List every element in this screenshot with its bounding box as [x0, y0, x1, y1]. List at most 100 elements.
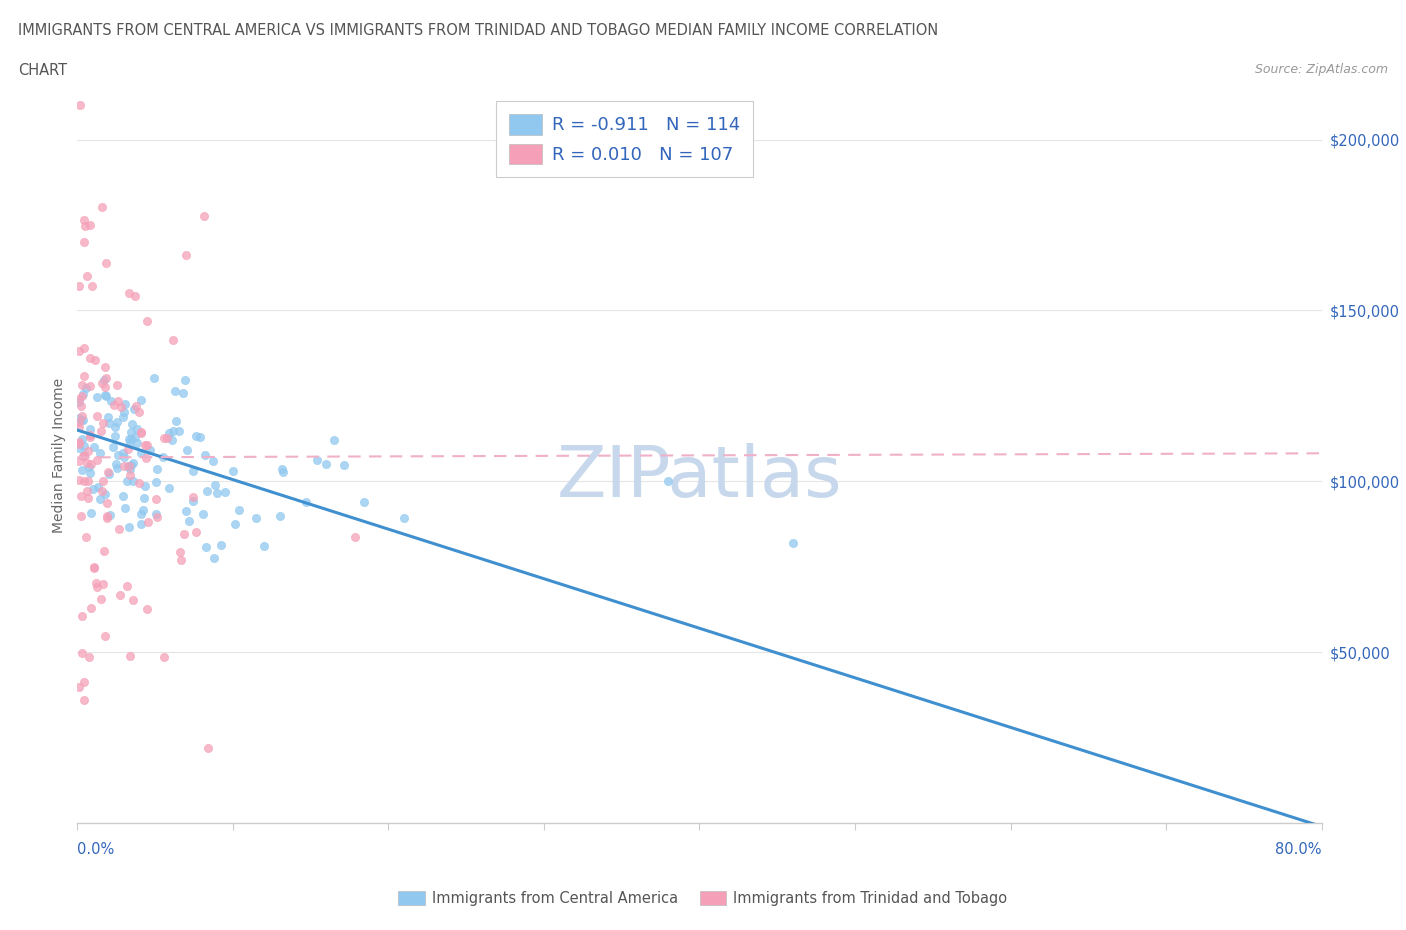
- Point: [125, 435, 148, 450]
- Point: [181, 489, 204, 504]
- Point: [139, 442, 162, 457]
- Point: [69, 441, 91, 456]
- Point: [305, 452, 328, 467]
- Point: [271, 465, 294, 480]
- Point: [105, 415, 128, 430]
- Point: [782, 536, 804, 551]
- Point: [73, 473, 96, 488]
- Point: [129, 507, 152, 522]
- Point: [72, 234, 94, 249]
- Point: [107, 394, 129, 409]
- Point: [135, 438, 157, 453]
- Point: [191, 507, 214, 522]
- Point: [392, 511, 415, 525]
- Point: [70, 378, 93, 392]
- Point: [67, 415, 90, 430]
- Point: [82, 482, 104, 497]
- Point: [122, 402, 145, 417]
- Point: [73, 340, 96, 355]
- Point: [97, 466, 120, 481]
- Text: IMMIGRANTS FROM CENTRAL AMERICA VS IMMIGRANTS FROM TRINIDAD AND TOBAGO MEDIAN FA: IMMIGRANTS FROM CENTRAL AMERICA VS IMMIG…: [18, 23, 939, 38]
- Point: [131, 426, 153, 441]
- Point: [143, 371, 166, 386]
- Point: [107, 447, 129, 462]
- Point: [67, 680, 90, 695]
- Point: [344, 530, 367, 545]
- Point: [167, 424, 190, 439]
- Point: [83, 561, 105, 576]
- Point: [91, 199, 114, 214]
- Point: [115, 578, 138, 593]
- Point: [156, 431, 179, 445]
- Point: [353, 495, 375, 510]
- Point: [77, 649, 100, 664]
- Point: [73, 448, 96, 463]
- Point: [245, 511, 267, 525]
- Point: [160, 432, 183, 447]
- Point: [91, 577, 114, 591]
- Y-axis label: Median Family Income: Median Family Income: [52, 379, 66, 533]
- Point: [70, 508, 93, 523]
- Point: [170, 553, 193, 568]
- Point: [70, 432, 93, 446]
- Point: [271, 462, 294, 477]
- Legend: R = -0.911   N = 114, R = 0.010   N = 107: R = -0.911 N = 114, R = 0.010 N = 107: [496, 101, 754, 177]
- Point: [70, 488, 93, 503]
- Point: [122, 592, 145, 607]
- Point: [90, 591, 112, 606]
- Point: [228, 502, 250, 517]
- Point: [131, 425, 153, 440]
- Point: [79, 459, 101, 474]
- Point: [315, 456, 337, 471]
- Point: [188, 430, 211, 445]
- Point: [76, 456, 98, 471]
- Point: [67, 434, 90, 449]
- Point: [118, 286, 141, 300]
- Point: [86, 579, 108, 594]
- Point: [184, 525, 207, 539]
- Point: [103, 398, 125, 413]
- Point: [67, 419, 90, 434]
- Point: [128, 405, 150, 419]
- Point: [79, 428, 101, 443]
- Point: [118, 649, 141, 664]
- Point: [77, 491, 100, 506]
- Point: [69, 98, 91, 113]
- Point: [118, 458, 141, 473]
- Point: [110, 399, 132, 414]
- Point: [197, 740, 219, 755]
- Point: [121, 473, 143, 488]
- Point: [202, 454, 225, 469]
- Point: [165, 414, 187, 429]
- Point: [181, 463, 204, 478]
- Point: [80, 601, 103, 616]
- Point: [67, 394, 90, 409]
- Point: [193, 208, 215, 223]
- Point: [657, 474, 679, 489]
- Point: [86, 390, 108, 405]
- Point: [136, 514, 159, 529]
- Point: [125, 399, 148, 414]
- Point: [174, 503, 197, 518]
- Point: [77, 444, 100, 458]
- Point: [70, 462, 93, 477]
- Point: [121, 416, 143, 431]
- Point: [103, 440, 125, 455]
- Text: ZIPatlas: ZIPatlas: [557, 444, 842, 512]
- Point: [112, 405, 135, 419]
- Point: [120, 434, 142, 449]
- Point: [94, 486, 117, 501]
- Point: [70, 398, 93, 413]
- Point: [73, 212, 96, 227]
- Point: [214, 485, 236, 499]
- Point: [104, 429, 127, 444]
- Point: [202, 551, 225, 565]
- Point: [132, 503, 155, 518]
- Point: [91, 474, 114, 489]
- Point: [72, 693, 94, 708]
- Point: [195, 484, 218, 498]
- Point: [73, 219, 96, 233]
- Point: [112, 458, 135, 473]
- Point: [67, 454, 90, 469]
- Point: [75, 380, 97, 395]
